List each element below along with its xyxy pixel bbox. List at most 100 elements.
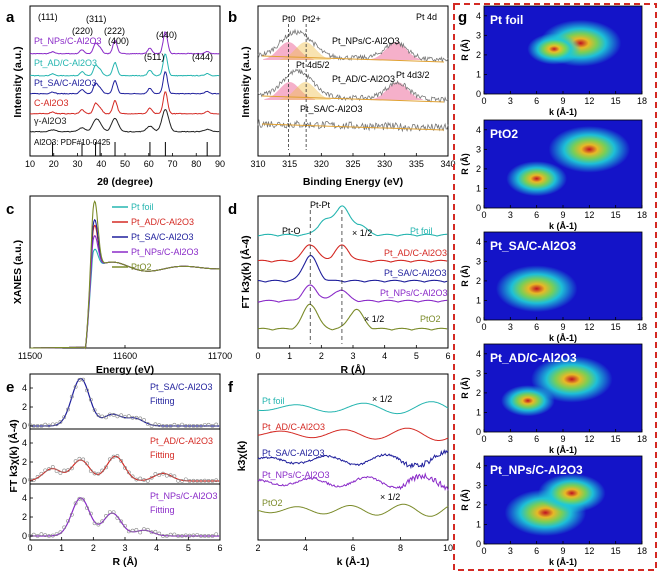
panel-e-ytick-label-2-1: 2 bbox=[22, 512, 27, 522]
panel-a-series-2 bbox=[29, 71, 220, 95]
panel-d-label-pt-ad: Pt_AD/C-Al2O3 bbox=[384, 248, 447, 258]
panel-g-ytick-label-0-2: 2 bbox=[476, 50, 481, 60]
panel-b-series-1 bbox=[257, 68, 449, 104]
panel-e-data-point bbox=[77, 496, 82, 501]
panel-c-legend-label-2: Pt_SA/C-Al2O3 bbox=[131, 232, 194, 242]
panel-d: 0 1 2 3 4 5 6 Pt-Pt Pt-O × 1/2 × 1/2 Pt foil P… bbox=[239, 195, 451, 376]
panel-g-xtick-label-4-2: 6 bbox=[534, 546, 539, 556]
panel-e-data-point bbox=[199, 534, 203, 538]
panel-g-xtick-label-1-3: 9 bbox=[560, 210, 565, 220]
panel-e-fit-curve-1 bbox=[29, 455, 220, 482]
panel-e-data-point bbox=[168, 473, 173, 478]
panel-e-ylabel: FT k3χ(k) (Å-4) bbox=[7, 419, 20, 492]
panel-e-data-point bbox=[123, 523, 127, 528]
panel-e-data-point bbox=[187, 479, 192, 483]
panel-g-map-blob-2-0 bbox=[495, 265, 578, 313]
panel-g-xtick-label-3-0: 0 bbox=[481, 434, 486, 444]
panel-e-data-point bbox=[39, 532, 44, 537]
panel-e-ytick-label-1-0: 0 bbox=[22, 476, 27, 486]
panel-g-ytick-label-1-1: 1 bbox=[476, 183, 481, 193]
panel-e-data-point bbox=[214, 532, 219, 537]
panel-c-legend: Pt foil Pt_AD/C-Al2O3 Pt_SA/C-Al2O3 Pt_NPs/… bbox=[112, 202, 199, 272]
panel-e-data-point bbox=[172, 474, 177, 479]
panel-e-data-point bbox=[138, 530, 143, 535]
panel-b-baseline-0 bbox=[261, 55, 445, 63]
panel-a-x-tick-label-6: 70 bbox=[167, 159, 177, 169]
panel-e-data-point bbox=[104, 465, 108, 470]
panel-e-data-point bbox=[66, 468, 70, 473]
panel-e-data-point bbox=[73, 459, 78, 464]
panel-f-label-pt-foil: Pt foil bbox=[262, 396, 285, 406]
panel-e-data-point bbox=[126, 529, 131, 534]
panel-g-xtick-label-1-2: 6 bbox=[534, 210, 539, 220]
panel-a-series-0 bbox=[29, 31, 220, 55]
panel-e-data-point bbox=[145, 527, 150, 532]
panel-e-data-point bbox=[28, 422, 32, 427]
panel-e-data-point bbox=[88, 469, 93, 473]
panel-e-ytick-label-0-0: 0 bbox=[22, 421, 27, 431]
panel-e-data-point bbox=[35, 474, 40, 479]
panel-e-data-point bbox=[104, 415, 108, 420]
panel-a-x-tick-label-0: 10 bbox=[25, 159, 35, 169]
panel-e-data-point bbox=[153, 422, 158, 427]
panel-g-xtick-label-4-1: 3 bbox=[508, 546, 513, 556]
panel-g-map-blob-3-1 bbox=[501, 385, 555, 417]
panel-f-label-pt-sa: Pt_SA/C-Al2O3 bbox=[262, 448, 325, 458]
panel-e-data-point bbox=[145, 478, 150, 483]
panel-b-label-pt-ad: Pt_AD/C-Al2O3 bbox=[332, 74, 395, 84]
panel-g-map-title-3: Pt_AD/C-Al2O3 bbox=[490, 351, 577, 365]
panel-f-x-tick-label-1: 4 bbox=[303, 543, 308, 553]
panel-g-xtick-label-2-3: 9 bbox=[560, 322, 565, 332]
panel-a-x-tick-label-3: 40 bbox=[96, 159, 106, 169]
panel-f-ann-half-1: × 1/2 bbox=[372, 394, 392, 404]
panel-e-data-point bbox=[31, 478, 36, 482]
panel-e-data-point bbox=[85, 461, 89, 466]
panel-e-data-point bbox=[126, 414, 131, 419]
panel-e-data-point bbox=[81, 377, 86, 382]
panel-e-data-point bbox=[199, 479, 203, 483]
panel-a-curves bbox=[29, 31, 220, 133]
panel-e-data-point bbox=[107, 457, 112, 462]
panel-f-x-tick-label-0: 2 bbox=[255, 543, 260, 553]
panel-e-x-tick-label-6: 6 bbox=[217, 543, 222, 553]
panel-b-x-tick-label-6: 340 bbox=[440, 159, 455, 169]
panel-e-data-point bbox=[50, 465, 55, 469]
panel-a-label-pt-nps: Pt_NPs/C-Al2O3 bbox=[34, 36, 102, 46]
panel-e-data-point bbox=[58, 420, 63, 424]
panel-g-xtick-label-3-2: 6 bbox=[534, 434, 539, 444]
panel-e-xlabel: R (Å) bbox=[112, 555, 137, 568]
panel-g-xtick-label-3-6: 18 bbox=[637, 434, 647, 444]
panel-g-ytick-label-0-4: 4 bbox=[476, 11, 481, 21]
panel-e-data-point bbox=[142, 478, 146, 482]
panel-e-data-point bbox=[191, 424, 196, 428]
panel-g-map-blob-3-0 bbox=[531, 355, 613, 403]
panel-g-ylabel-3: R (Å) bbox=[460, 377, 470, 399]
panel-e-ytick-label-0-2: 4 bbox=[22, 383, 27, 393]
panel-d-label-pt-sa: Pt_SA/C-Al2O3 bbox=[384, 268, 447, 278]
panel-e-data-point bbox=[35, 534, 40, 538]
panel-e-data-point bbox=[168, 424, 173, 428]
panel-e-data-point bbox=[164, 534, 169, 538]
panel-e-data-point bbox=[62, 415, 67, 420]
panel-e-data-point bbox=[161, 471, 165, 476]
panel-e-data-point bbox=[88, 511, 93, 516]
panel-g-ytick-label-1-3: 3 bbox=[476, 144, 481, 154]
panel-g-ytick-label-3-2: 2 bbox=[476, 388, 481, 398]
panel-label-g: g bbox=[458, 9, 467, 26]
panel-e-data-point bbox=[138, 416, 143, 421]
panel-g-xtick-label-2-0: 0 bbox=[481, 322, 486, 332]
panel-e-data-point bbox=[161, 534, 165, 538]
panel-e-data-point bbox=[92, 471, 97, 476]
panel-e-data-point bbox=[47, 467, 51, 471]
panel-e-data-point bbox=[43, 422, 48, 427]
panel-e-data-point bbox=[183, 533, 188, 538]
panel-e-data-point bbox=[119, 458, 124, 463]
panel-f-label-pt-ad: Pt_AD/C-Al2O3 bbox=[262, 422, 325, 432]
panel-a-peak-440: (440) bbox=[156, 30, 177, 40]
panel-e-data-point bbox=[107, 510, 112, 514]
panel-e-fit-label-sa: Fitting bbox=[150, 396, 175, 406]
panel-label-e: e bbox=[6, 379, 14, 396]
panel-g-ylabel-0: R (Å) bbox=[460, 39, 470, 61]
panel-e-ytick-label-2-0: 0 bbox=[22, 531, 27, 541]
